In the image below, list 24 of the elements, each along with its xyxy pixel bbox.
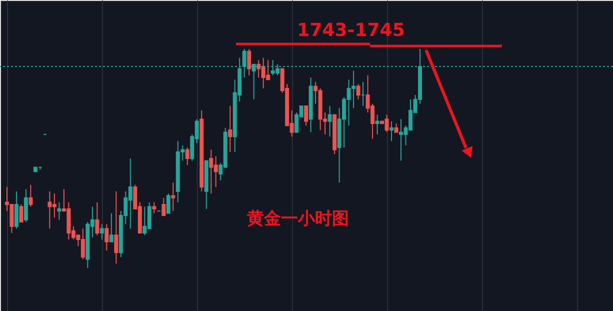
candlestick [109, 212, 114, 242]
candlestick [152, 202, 156, 214]
candlestick [304, 105, 308, 126]
candlestick [114, 190, 118, 264]
candlestick [171, 182, 176, 212]
candlestick [95, 202, 100, 236]
candlestick [356, 84, 360, 100]
candlestick [19, 204, 24, 223]
candlestick [28, 184, 33, 208]
annotation: 黄金一小时图 [246, 209, 349, 229]
candlestick [24, 188, 28, 223]
candlestick [228, 105, 232, 152]
candlestick [166, 193, 170, 214]
candlestick [57, 202, 62, 220]
text: 1743-1745 [297, 20, 405, 41]
candlestick [247, 48, 252, 76]
candlestick [162, 197, 166, 216]
candlestick [375, 114, 380, 135]
candlestick [328, 105, 332, 138]
candlestick [100, 224, 104, 240]
candlestick [185, 147, 190, 166]
candlestick [14, 190, 18, 230]
candlestick [390, 120, 394, 142]
candlestick [104, 224, 109, 251]
